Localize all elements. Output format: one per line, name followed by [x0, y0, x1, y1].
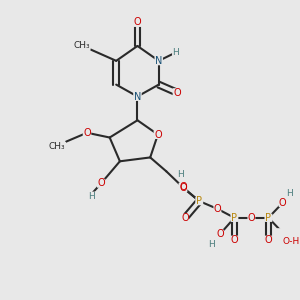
FancyBboxPatch shape — [133, 92, 142, 101]
Text: O: O — [265, 235, 272, 245]
Text: O: O — [180, 183, 187, 193]
Text: P: P — [196, 196, 202, 206]
FancyBboxPatch shape — [279, 199, 286, 207]
Text: O: O — [248, 213, 255, 223]
FancyBboxPatch shape — [97, 179, 105, 188]
Text: O: O — [216, 229, 224, 239]
Text: H: H — [88, 192, 95, 201]
FancyBboxPatch shape — [178, 183, 187, 192]
FancyBboxPatch shape — [181, 214, 189, 222]
Text: O: O — [98, 178, 105, 188]
Text: O: O — [231, 235, 238, 245]
Text: P: P — [231, 213, 237, 223]
FancyBboxPatch shape — [230, 214, 238, 222]
Text: O: O — [154, 130, 162, 140]
Text: O-H: O-H — [283, 237, 300, 246]
Text: O: O — [134, 17, 141, 27]
FancyBboxPatch shape — [248, 214, 255, 222]
FancyBboxPatch shape — [83, 128, 91, 137]
FancyBboxPatch shape — [154, 130, 162, 139]
FancyBboxPatch shape — [230, 236, 238, 244]
FancyBboxPatch shape — [172, 88, 183, 98]
FancyBboxPatch shape — [216, 230, 224, 238]
Text: N: N — [134, 92, 141, 101]
Text: H: H — [172, 48, 179, 57]
FancyBboxPatch shape — [265, 236, 272, 244]
FancyBboxPatch shape — [277, 228, 289, 237]
Text: CH₃: CH₃ — [74, 41, 91, 50]
Text: CH₃: CH₃ — [48, 142, 65, 151]
FancyBboxPatch shape — [74, 41, 91, 51]
FancyBboxPatch shape — [132, 17, 142, 27]
Text: O: O — [214, 204, 221, 214]
FancyBboxPatch shape — [213, 205, 221, 213]
Text: O: O — [174, 88, 182, 98]
Text: O: O — [279, 198, 286, 208]
Text: O: O — [83, 128, 91, 138]
Text: H: H — [208, 240, 215, 249]
FancyBboxPatch shape — [179, 184, 188, 192]
Text: H: H — [286, 190, 293, 199]
Text: N: N — [155, 56, 162, 66]
FancyBboxPatch shape — [195, 197, 203, 205]
Text: O: O — [179, 182, 187, 192]
Text: O: O — [181, 213, 189, 223]
FancyBboxPatch shape — [172, 49, 179, 56]
Text: P: P — [266, 213, 272, 223]
FancyBboxPatch shape — [154, 56, 163, 65]
FancyBboxPatch shape — [47, 142, 66, 151]
Text: H: H — [177, 170, 184, 179]
FancyBboxPatch shape — [265, 214, 272, 222]
FancyBboxPatch shape — [87, 192, 96, 200]
